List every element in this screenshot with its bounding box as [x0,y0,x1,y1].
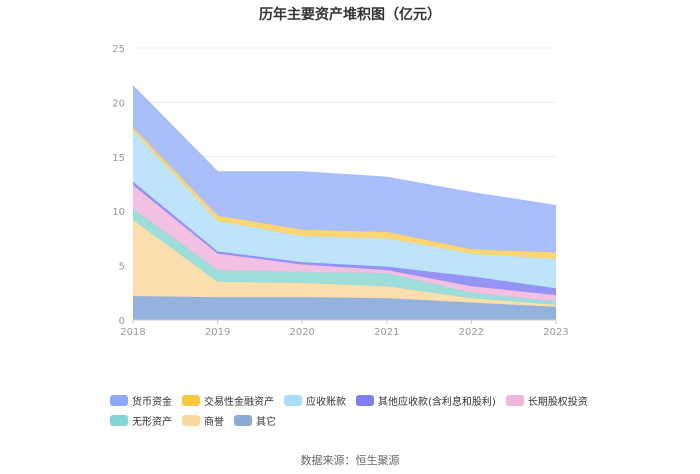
area-series [133,219,556,307]
legend-swatch [505,394,524,406]
x-tick-label: 2018 [120,327,145,338]
data-source: 数据来源：恒生聚源 [300,454,400,467]
legend-item-cash[interactable]: 货币资金 [110,393,172,408]
y-tick-label: 0 [119,316,125,327]
x-tick-label: 2020 [289,327,314,338]
legend-item-lt-equity[interactable]: 长期股权投资 [505,393,588,408]
legend-label: 无形资产 [132,416,172,428]
x-tick-label: 2023 [543,327,568,338]
legend-swatch [110,394,128,406]
legend-item-trading-assets[interactable]: 交易性金融资产 [182,393,274,408]
legend-item-receivables[interactable]: 应收账款 [284,393,346,408]
legend-swatch [234,414,252,426]
x-tick-label: 2019 [205,327,230,338]
legend-label: 其他应收款(含利息和股利) [378,396,496,408]
legend-swatch [182,414,200,426]
legend-label: 商誉 [204,416,224,428]
y-tick-label: 20 [112,98,125,109]
legend-item-other-receivables[interactable]: 其他应收款(含利息和股利) [356,393,496,408]
legend-swatch [284,394,302,406]
legend-swatch [356,394,374,406]
area-series-line [132,85,557,207]
chart-title: 历年主要资产堆积图（亿元） [259,7,441,23]
x-tick-label: 2022 [459,327,484,338]
y-tick-label: 25 [112,44,125,55]
area-series [133,127,556,260]
legend-row-2: 无形资产 商誉 其它 [110,410,610,430]
legend-label: 交易性金融资产 [204,396,274,408]
legend-label: 其它 [256,416,276,428]
y-tick-label: 10 [112,207,125,218]
y-tick-label: 15 [112,153,125,164]
area-series [133,181,556,295]
legend-item-other[interactable]: 其它 [234,413,276,428]
area-series [133,130,556,289]
y-tick-label: 5 [119,262,125,273]
legend-label: 应收账款 [306,396,346,408]
legend-item-intangible[interactable]: 无形资产 [110,413,172,428]
legend-swatch [182,394,200,406]
legend-row-1: 货币资金 交易性金融资产 应收账款 其他应收款(含利息和股利) 长期股权投资 [110,390,610,410]
area-series [133,86,556,253]
chart-legend: 货币资金 交易性金融资产 应收账款 其他应收款(含利息和股利) 长期股权投资 无… [110,390,610,430]
x-tick-label: 2021 [374,327,399,338]
legend-swatch [110,414,128,426]
legend-label: 货币资金 [132,396,172,408]
legend-item-goodwill[interactable]: 商誉 [182,413,224,428]
area-series [133,209,556,305]
legend-label: 长期股权投资 [527,396,588,408]
